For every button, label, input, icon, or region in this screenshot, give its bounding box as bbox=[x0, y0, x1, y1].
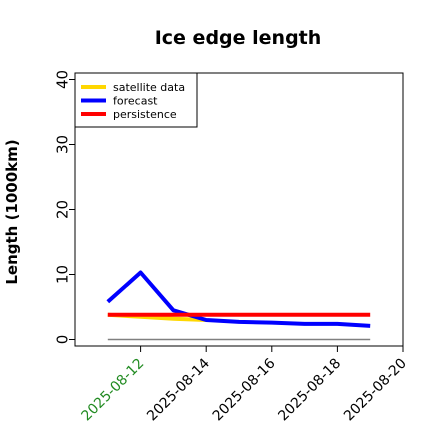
series-line-forecast bbox=[106, 270, 371, 328]
legend-label-satellite-data: satellite data bbox=[113, 81, 185, 94]
x-tick-label: 2025-08-16 bbox=[210, 355, 279, 424]
x-tick-label: 2025-08-14 bbox=[144, 355, 213, 424]
series-layer bbox=[106, 270, 371, 341]
y-tick-label: 10 bbox=[53, 265, 71, 284]
y-tick-label: 0 bbox=[53, 335, 71, 345]
x-tick-label: 2025-08-20 bbox=[341, 356, 410, 425]
legend-label-persistence: persistence bbox=[113, 108, 177, 121]
legend-label-forecast: forecast bbox=[113, 94, 158, 107]
x-axis: 2025-08-122025-08-142025-08-162025-08-18… bbox=[79, 346, 410, 424]
y-tick-label: 40 bbox=[53, 70, 71, 89]
y-axis: 0 10 20 30 40 bbox=[53, 70, 75, 344]
x-tick-label: 2025-08-18 bbox=[275, 356, 344, 425]
y-tick-label: 20 bbox=[53, 200, 71, 219]
chart-title: Ice edge length bbox=[155, 27, 322, 49]
y-axis-label: Length (1000km) bbox=[3, 139, 21, 284]
y-tick-label: 30 bbox=[53, 135, 71, 154]
x-tick-label: 2025-08-12 bbox=[79, 356, 148, 425]
